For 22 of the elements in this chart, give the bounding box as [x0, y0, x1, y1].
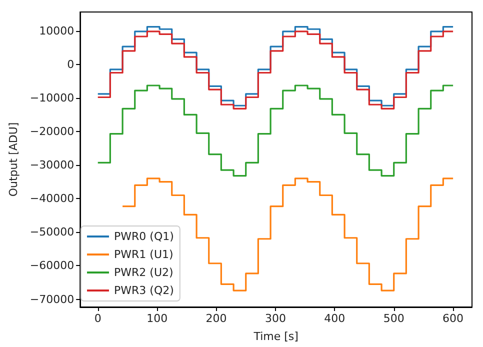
x-tick-label: 200 [206, 312, 227, 325]
x-tick-label: 100 [146, 312, 168, 325]
x-tick-label: 500 [383, 312, 404, 325]
y-tick-label: 10000 [39, 24, 74, 38]
legend-label: PWR3 (Q2) [114, 284, 174, 297]
y-tick-label: −40000 [30, 192, 74, 206]
x-tick-label: 0 [94, 312, 102, 325]
x-axis-title: Time [s] [252, 330, 298, 343]
y-tick-label: −30000 [30, 158, 74, 172]
legend-label: PWR0 (Q1) [114, 230, 174, 243]
x-tick-label: 400 [324, 312, 346, 325]
legend-label: PWR2 (U2) [114, 266, 174, 279]
legend-label: PWR1 (U1) [114, 248, 174, 261]
y-tick-label: −10000 [30, 91, 74, 104]
x-tick-label: 300 [264, 312, 286, 325]
y-tick-label: −70000 [30, 292, 74, 306]
y-tick-label: 0 [67, 58, 74, 71]
y-axis-title: Output [ADU] [7, 122, 20, 197]
y-tick-label: −50000 [30, 226, 74, 239]
y-tick-label: −20000 [30, 124, 74, 138]
y-tick-label: −60000 [30, 259, 74, 272]
x-tick-label: 600 [442, 312, 464, 325]
